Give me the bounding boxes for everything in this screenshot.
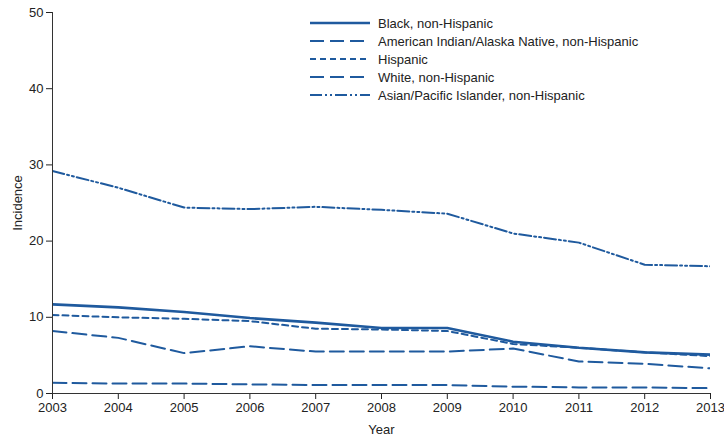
svg-text:2009: 2009 — [433, 400, 462, 415]
svg-text:Incidence: Incidence — [10, 175, 25, 231]
svg-text:30: 30 — [29, 157, 43, 172]
svg-text:10: 10 — [29, 309, 43, 324]
svg-text:20: 20 — [29, 233, 43, 248]
svg-text:2012: 2012 — [630, 400, 659, 415]
svg-text:2005: 2005 — [170, 400, 199, 415]
svg-text:2006: 2006 — [235, 400, 264, 415]
html-text:White, non-Hispanic: White, non-Hispanic — [378, 69, 495, 85]
svg-text:50: 50 — [29, 5, 43, 20]
html-text:Asian/Pacific Islander, non-Hi: Asian/Pacific Islander, non-Hispanic — [378, 87, 585, 103]
html-text:Black, non-Hispanic: Black, non-Hispanic — [378, 15, 493, 31]
svg-text:2010: 2010 — [499, 400, 528, 415]
html-text:Hispanic: Hispanic — [378, 51, 428, 67]
svg-text:2013: 2013 — [696, 400, 724, 415]
svg-text:2011: 2011 — [565, 400, 593, 415]
svg-text:40: 40 — [29, 81, 43, 96]
svg-text:2007: 2007 — [301, 400, 330, 415]
html-text:American Indian/Alaska Native,: American Indian/Alaska Native, non-Hispa… — [378, 33, 639, 49]
svg-text:0: 0 — [36, 386, 43, 401]
svg-text:2008: 2008 — [367, 400, 396, 415]
svg-text:2004: 2004 — [104, 400, 133, 415]
svg-text:2003: 2003 — [38, 400, 67, 415]
svg-text:Year: Year — [368, 422, 395, 437]
